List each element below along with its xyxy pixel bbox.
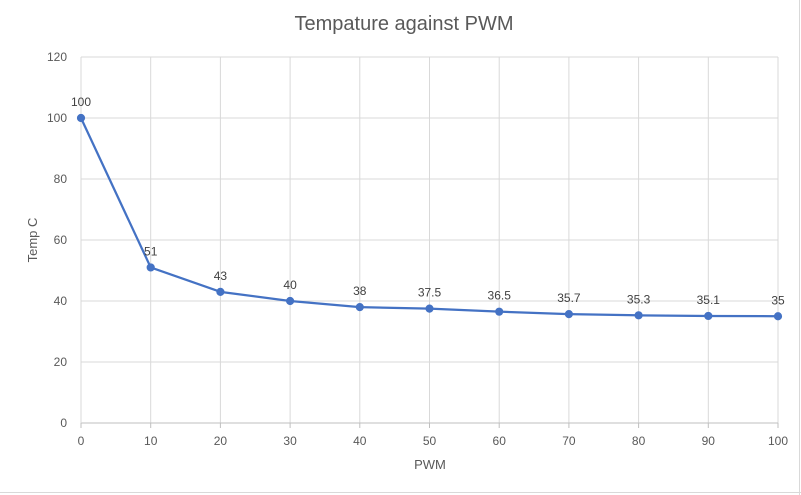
x-tick-label: 50 [423,434,437,448]
x-axis-label: PWM [414,457,446,472]
data-label: 35.3 [627,292,651,306]
y-tick-label: 0 [60,416,67,430]
x-tick-label: 70 [562,434,576,448]
data-point[interactable] [564,310,574,319]
data-point[interactable] [216,287,225,296]
grid-layer [81,56,779,423]
x-tick-label: 60 [493,434,507,448]
x-tick-label: 30 [283,434,297,448]
y-tick-label: 20 [54,355,68,369]
data-point[interactable] [355,303,364,312]
x-tick-label: 40 [353,434,367,448]
data-label: 43 [214,269,228,283]
data-label: 40 [283,278,297,292]
chart-frame-bottom [0,492,801,493]
y-tick-label: 120 [47,50,67,64]
data-point[interactable] [773,312,783,321]
chart-title: Tempature against PWM [295,13,514,35]
y-tick-label: 80 [54,172,68,186]
series-layer [76,113,783,321]
data-point[interactable] [146,263,155,272]
x-tick-label: 90 [702,434,716,448]
data-point[interactable] [76,113,86,123]
y-tick-label: 60 [54,233,68,247]
data-label: 35.1 [697,293,721,307]
data-point[interactable] [704,311,713,321]
data-label: 100 [71,95,91,109]
data-label: 35.7 [557,291,581,305]
chart-frame-right [799,0,800,495]
x-tick-label: 100 [768,434,788,448]
data-label: 35 [771,293,785,307]
data-point[interactable] [495,307,504,316]
label-layer: 100 51 43 40 38 37.5 36.5 35.7 35.3 35.1 35 [71,95,785,307]
y-axis-label: Temp C [25,218,40,263]
data-label: 36.5 [488,289,512,303]
axis-layer: 0 20 40 60 80 100 120 0 10 20 30 40 50 60 70 80 90 100 [47,50,788,448]
x-tick-label: 20 [214,434,228,448]
data-point[interactable] [425,304,434,313]
data-label: 51 [144,244,158,258]
y-tick-label: 40 [54,294,68,308]
x-tick-label: 10 [144,434,158,448]
data-label: 38 [353,284,367,298]
data-point[interactable] [634,311,643,320]
y-tick-label: 100 [47,111,67,125]
data-point[interactable] [286,296,295,306]
data-label: 37.5 [418,286,442,300]
x-tick-label: 0 [78,434,85,448]
x-tick-label: 80 [632,434,646,448]
